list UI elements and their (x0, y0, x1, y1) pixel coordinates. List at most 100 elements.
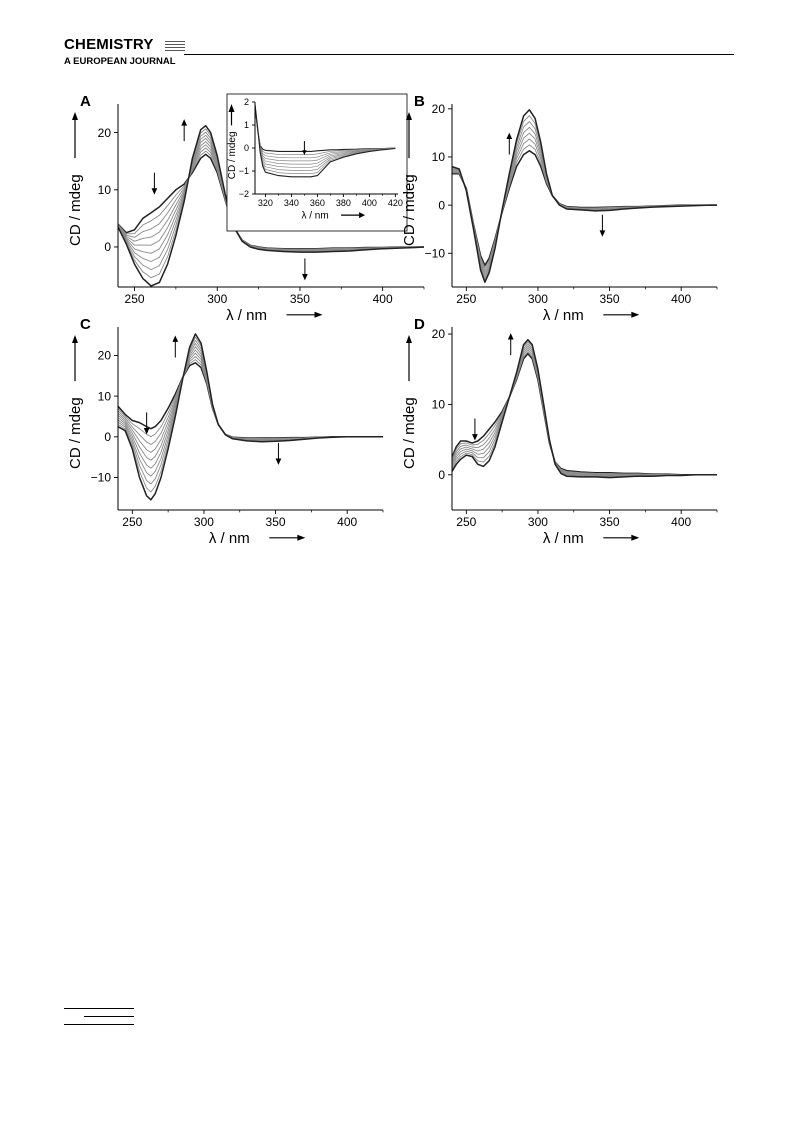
panel-a-inset-curves (255, 104, 396, 178)
x-axis-label: λ / nm (543, 307, 584, 324)
panel-label: B (414, 93, 425, 110)
y-axis-label: CD / mdeg (227, 131, 238, 179)
x-axis-label: λ / nm (543, 530, 584, 547)
x-tick-label: 340 (284, 198, 299, 208)
trend-arrow-head (599, 230, 606, 237)
x-axis-label: λ / nm (209, 530, 250, 547)
y-tick-label: −2 (239, 189, 249, 199)
y-tick-label: 10 (432, 398, 446, 412)
y-axis-label: CD / mdeg (67, 174, 84, 246)
x-tick-label: 300 (528, 292, 548, 306)
y-tick-label: −10 (91, 471, 112, 485)
y-tick-label: 10 (98, 389, 112, 403)
x-axis-label: λ / nm (301, 211, 328, 222)
y-label-arrowhead (72, 335, 78, 343)
panel-c-curves (118, 333, 383, 501)
spectrum-line-6 (118, 346, 383, 469)
x-tick-label: 420 (388, 198, 403, 208)
panel-label: D (414, 316, 425, 333)
panel-b: 250 300 350 400 −10 0 10 20 λ / nm CD / mdeg B (401, 93, 718, 324)
y-tick-label: 0 (438, 198, 445, 212)
journal-subtitle: A EUROPEAN JOURNAL (64, 56, 176, 67)
spectrum-line-10 (118, 333, 383, 501)
x-tick-label: 400 (671, 515, 691, 529)
y-tick-label: −10 (425, 246, 446, 260)
y-label-arrowhead (406, 335, 412, 343)
y-tick-label: 10 (98, 183, 112, 197)
footer-rule (64, 1008, 134, 1009)
x-tick-label: 360 (310, 198, 325, 208)
spectrum-line-1 (452, 352, 717, 476)
header-rule (184, 54, 734, 55)
y-label-arrowhead (406, 112, 412, 120)
trend-arrow-head (302, 274, 308, 281)
panel-label: A (80, 93, 91, 110)
y-label-arrowhead (72, 112, 78, 120)
y-axis-label: CD / mdeg (401, 174, 418, 246)
x-tick-label: 350 (266, 515, 286, 529)
trend-arrow-head (472, 434, 478, 441)
trend-arrow-head (172, 335, 179, 342)
y-tick-label: −1 (239, 166, 249, 176)
y-axis-label: CD / mdeg (67, 397, 84, 469)
y-tick-label: 0 (104, 240, 111, 254)
spectrum-line-3 (255, 105, 396, 159)
trend-arrow-head (181, 119, 188, 126)
spectrum-line-8 (118, 339, 383, 485)
panel-c: 250 300 350 400 −10 0 10 20 λ / nm CD / mdeg C (67, 316, 384, 547)
y-tick-label: 0 (244, 143, 249, 153)
header-stripe (165, 47, 185, 48)
x-tick-label: 350 (290, 292, 310, 306)
spectrum-line-9 (118, 336, 383, 493)
footer-rules (64, 1008, 134, 1028)
x-tick-label: 350 (600, 515, 620, 529)
y-tick-label: 20 (98, 126, 112, 140)
x-tick-label: 380 (336, 198, 351, 208)
spectrum-line-6 (255, 105, 396, 168)
trend-arrow-head (151, 188, 158, 195)
panel-d-curves (452, 338, 717, 479)
panel-d: 250 300 350 400 0 10 20 λ / nm CD / mdeg D (401, 316, 718, 547)
x-tick-label: 300 (194, 515, 214, 529)
spectrum-line-8 (452, 109, 717, 283)
trend-arrow-head (275, 458, 282, 465)
panel-label: C (80, 316, 91, 333)
y-tick-label: 20 (432, 327, 446, 341)
y-axis-label: CD / mdeg (401, 397, 418, 469)
x-label-arrowhead (297, 534, 306, 541)
x-tick-label: 400 (337, 515, 357, 529)
inset-frame (226, 93, 408, 232)
spectrum-line-9 (255, 104, 396, 178)
panel-b-curves (452, 109, 717, 283)
x-tick-label: 400 (671, 292, 691, 306)
x-tick-label: 250 (125, 292, 145, 306)
trend-arrow-head (507, 333, 514, 340)
spectrum-line-7 (255, 104, 396, 171)
x-tick-label: 250 (456, 515, 476, 529)
spectrum-line-5 (255, 105, 396, 165)
x-label-arrowhead (314, 311, 323, 318)
header-stripe (165, 50, 185, 51)
spectrum-line-2 (118, 359, 383, 439)
header-stripe (165, 41, 185, 42)
x-tick-label: 400 (373, 292, 393, 306)
x-tick-label: 350 (600, 292, 620, 306)
journal-header: CHEMISTRY A EUROPEAN JOURNAL (64, 36, 734, 70)
x-tick-label: 320 (258, 198, 273, 208)
header-stripe (165, 44, 185, 45)
x-tick-label: 400 (362, 198, 377, 208)
x-tick-label: 300 (528, 515, 548, 529)
trend-arrow-head (506, 132, 513, 139)
spectrum-line-1 (255, 106, 396, 152)
x-label-arrowhead (631, 311, 640, 318)
x-axis-label: λ / nm (226, 307, 267, 324)
spectrum-line-4 (255, 105, 396, 162)
y-tick-label: 1 (244, 120, 249, 130)
trend-arrow-head (302, 150, 307, 156)
y-label-arrowhead (228, 104, 235, 112)
x-tick-label: 250 (122, 515, 142, 529)
spectrum-line-1 (118, 362, 383, 439)
spectrum-line-5 (118, 349, 383, 461)
x-label-arrowhead (631, 534, 640, 541)
